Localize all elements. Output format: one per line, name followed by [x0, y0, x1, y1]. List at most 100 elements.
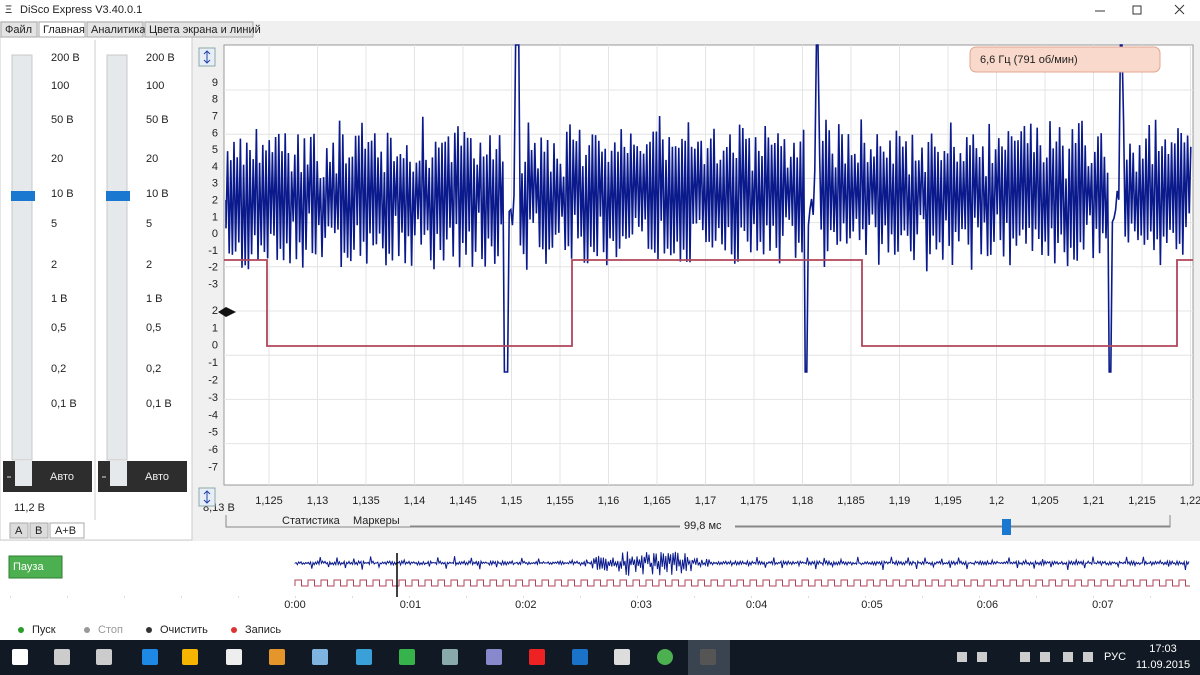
restore[interactable] [1132, 5, 1142, 15]
taskbar-icon[interactable] [12, 649, 28, 665]
taskbar-icon[interactable] [572, 649, 588, 665]
scroll-thumb[interactable] [1002, 519, 1011, 535]
y-tick-label: 0 [212, 228, 218, 240]
menu-tab[interactable] [0, 21, 38, 38]
control-label[interactable]: Стоп [98, 624, 123, 636]
x-tick-label: 1,21 [1083, 495, 1104, 507]
taskbar-icon[interactable] [442, 649, 458, 665]
time-tick-label: 0:05 [861, 599, 882, 611]
taskbar-icon[interactable] [657, 649, 673, 665]
tray-icon[interactable] [1040, 652, 1050, 662]
menu-tab-label: Цвета экрана и линий [149, 24, 261, 36]
tray-icon[interactable] [977, 652, 987, 662]
overview-trace-b [294, 579, 1190, 587]
control-label[interactable]: Запись [245, 624, 281, 636]
control-label[interactable]: Пуск [32, 624, 56, 636]
close[interactable] [1174, 4, 1185, 15]
taskbar-icon[interactable] [182, 649, 198, 665]
trace-b [224, 259, 1193, 347]
time-tick-label: 0:00 [284, 599, 305, 611]
scale-label: 200 В [146, 52, 175, 64]
zoom-arrow [203, 490, 211, 504]
y-tick-label: 9 [212, 77, 218, 89]
taskbar-icon[interactable] [312, 649, 328, 665]
taskbar-icon[interactable] [356, 649, 372, 665]
time-tick-label: 0:02 [515, 599, 536, 611]
x-tick-label: 1,215 [1128, 495, 1156, 507]
taskbar-icon[interactable] [486, 649, 502, 665]
taskbar-icon[interactable] [700, 649, 716, 665]
taskbar-icon[interactable] [54, 649, 70, 665]
tray-icon[interactable] [1063, 652, 1073, 662]
scale-label: 2 [146, 259, 152, 271]
y-tick-label: 6 [212, 127, 218, 139]
channel-tab[interactable] [29, 522, 49, 539]
scale-label: 10 В [146, 188, 169, 200]
slider-thumb[interactable] [106, 191, 130, 201]
control-icon[interactable] [84, 627, 90, 633]
channel-tab[interactable] [49, 522, 85, 539]
channel-tab-label: A+B [55, 525, 76, 537]
trace-a [225, 44, 1192, 373]
tray-icon[interactable] [1020, 652, 1030, 662]
control-icon[interactable] [18, 627, 24, 633]
menu-tab[interactable] [86, 21, 144, 38]
app-icon: Ξ [5, 4, 12, 16]
x-tick-label: 1,195 [934, 495, 962, 507]
status-box[interactable] [8, 555, 63, 579]
tray-icon[interactable] [1083, 652, 1093, 662]
channel-tab-label: A [15, 525, 23, 537]
control-label[interactable]: Очистить [160, 624, 208, 636]
slider-thumb[interactable] [11, 191, 35, 201]
taskbar-icon[interactable] [269, 649, 285, 665]
y-tick-label: -2 [208, 262, 218, 274]
x-tick-label: 1,22 [1180, 495, 1200, 507]
scale-label: 200 В [51, 52, 80, 64]
scale-label: 0,2 [146, 363, 161, 375]
plot-tab[interactable]: Статистика [282, 515, 341, 527]
menu-tab[interactable] [38, 21, 86, 38]
channel-tab-label: B [35, 525, 42, 537]
title-bar [0, 0, 1200, 21]
y-tick-label: -5 [208, 427, 218, 439]
control-icon[interactable] [231, 627, 237, 633]
y-tick-label: 7 [212, 111, 218, 123]
control-icon[interactable] [146, 627, 152, 633]
time-tick-label: 0:06 [977, 599, 998, 611]
scale-label: 100 [146, 80, 164, 92]
taskbar-icon[interactable] [529, 649, 545, 665]
taskbar-icon[interactable] [142, 649, 158, 665]
auto-slider [110, 461, 127, 486]
time-tick-label: 0:03 [630, 599, 651, 611]
language[interactable]: РУС [1104, 651, 1126, 663]
taskbar-icon[interactable] [614, 649, 630, 665]
plot-tab[interactable]: Маркеры [353, 515, 400, 527]
y-tick-label: -1 [208, 357, 218, 369]
taskbar [0, 640, 1200, 675]
taskbar-icon[interactable] [96, 649, 112, 665]
slider-track [11, 54, 33, 461]
auto-label: Авто [50, 471, 74, 483]
tray-icon[interactable] [957, 652, 967, 662]
taskbar-icon[interactable] [226, 649, 242, 665]
x-tick-label: 1,185 [837, 495, 865, 507]
window-title: DiSco Express V3.40.0.1 [20, 4, 142, 16]
scale-label: 20 [146, 153, 158, 165]
y-tick-label: 5 [212, 144, 218, 156]
scale-label: 20 [51, 153, 63, 165]
x-tick-label: 1,145 [449, 495, 477, 507]
x-tick-label: 1,16 [598, 495, 619, 507]
menu-tab[interactable] [144, 21, 254, 38]
y-tick-label: -4 [208, 409, 218, 421]
x-tick-label: 1,135 [352, 495, 380, 507]
scale-label: 0,5 [51, 322, 66, 334]
scale-label: 50 В [146, 114, 169, 126]
auto-slider [15, 461, 32, 486]
channel-tab[interactable] [9, 522, 29, 539]
y-tick-label: -3 [208, 279, 218, 291]
clock-time: 17:03 [1149, 643, 1177, 655]
taskbar-icon[interactable] [399, 649, 415, 665]
frequency-box [969, 46, 1161, 73]
